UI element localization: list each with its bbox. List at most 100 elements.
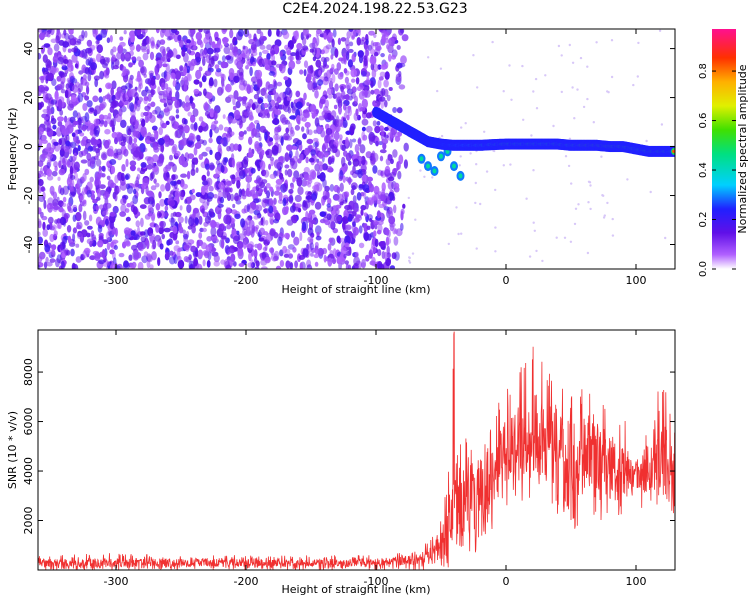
noise-blob bbox=[306, 127, 310, 135]
noise-blob bbox=[63, 145, 70, 153]
noise-blob bbox=[250, 44, 257, 51]
noise-blob bbox=[90, 137, 96, 144]
noise-blob bbox=[365, 112, 372, 119]
noise-blob bbox=[394, 228, 399, 235]
noise-blob bbox=[223, 214, 231, 225]
noise-blob bbox=[230, 131, 235, 136]
noise-dot bbox=[411, 252, 415, 255]
noise-dot bbox=[535, 249, 538, 253]
noise-blob bbox=[250, 167, 256, 174]
noise-dot bbox=[469, 152, 472, 155]
noise-blob bbox=[351, 172, 359, 178]
trace-core bbox=[672, 149, 675, 153]
noise-blob bbox=[149, 114, 156, 124]
noise-blob bbox=[52, 55, 58, 63]
noise-blob bbox=[135, 44, 141, 52]
noise-blob bbox=[47, 47, 53, 56]
noise-dot bbox=[589, 207, 592, 211]
noise-blob bbox=[288, 89, 293, 99]
noise-blob bbox=[171, 29, 178, 34]
noise-blob bbox=[156, 39, 161, 48]
noise-blob bbox=[41, 215, 48, 221]
noise-blob bbox=[386, 195, 390, 201]
noise-blob bbox=[232, 203, 236, 209]
noise-blob bbox=[141, 255, 148, 264]
noise-blob bbox=[46, 153, 54, 160]
noise-blob bbox=[94, 147, 100, 154]
noise-blob bbox=[117, 44, 124, 54]
noise-dot bbox=[440, 134, 444, 138]
noise-blob bbox=[162, 90, 168, 98]
noise-blob bbox=[79, 178, 84, 185]
noise-blob bbox=[248, 33, 252, 39]
noise-blob bbox=[232, 235, 240, 245]
noise-blob bbox=[148, 233, 156, 242]
noise-blob bbox=[147, 93, 152, 102]
branch-core bbox=[452, 163, 456, 169]
noise-blob bbox=[84, 30, 88, 38]
snr-y-axis: 2000 4000 6000 8000 bbox=[22, 358, 675, 535]
noise-blob bbox=[264, 92, 268, 99]
noise-blob bbox=[58, 160, 62, 169]
noise-blob bbox=[195, 69, 202, 80]
noise-blob bbox=[214, 36, 220, 42]
noise-blob bbox=[45, 59, 51, 69]
noise-blob bbox=[331, 38, 335, 48]
noise-blob bbox=[315, 225, 322, 235]
noise-blob bbox=[191, 213, 195, 219]
noise-blob bbox=[42, 221, 46, 231]
noise-blob bbox=[46, 204, 50, 209]
noise-blob bbox=[56, 218, 61, 224]
noise-blob bbox=[245, 243, 252, 249]
noise-blob bbox=[314, 89, 319, 99]
noise-blob bbox=[77, 177, 81, 188]
noise-blob bbox=[153, 146, 160, 153]
noise-blob bbox=[204, 216, 211, 224]
noise-blob bbox=[143, 251, 149, 257]
noise-blob bbox=[335, 92, 342, 100]
x-tick-label: 0 bbox=[503, 274, 510, 287]
noise-blob bbox=[70, 141, 77, 149]
noise-blob bbox=[205, 244, 212, 252]
noise-blob bbox=[344, 37, 350, 47]
noise-blob bbox=[86, 100, 93, 108]
noise-blob bbox=[250, 76, 258, 83]
noise-blob bbox=[295, 90, 301, 98]
noise-blob bbox=[313, 141, 319, 148]
noise-blob bbox=[115, 91, 121, 101]
noise-blob bbox=[379, 149, 387, 154]
noise-blob bbox=[204, 111, 210, 117]
noise-blob bbox=[315, 147, 321, 158]
noise-blob bbox=[230, 80, 235, 86]
noise-blob bbox=[161, 56, 166, 62]
noise-blob bbox=[253, 249, 258, 259]
noise-dot bbox=[494, 188, 497, 192]
noise-blob bbox=[226, 132, 231, 143]
noise-blob bbox=[347, 160, 352, 166]
noise-blob bbox=[62, 196, 67, 203]
noise-blob bbox=[287, 253, 294, 259]
noise-blob bbox=[386, 252, 391, 259]
noise-blob bbox=[345, 136, 349, 147]
noise-blob bbox=[400, 208, 405, 215]
noise-blob bbox=[306, 102, 310, 107]
noise-blob bbox=[84, 220, 90, 226]
noise-blob bbox=[324, 135, 331, 144]
noise-dot bbox=[658, 29, 662, 32]
noise-blob bbox=[221, 83, 225, 88]
heatmap-y-axis: -40 -20 0 20 40 bbox=[22, 42, 675, 253]
noise-blob bbox=[273, 218, 280, 224]
noise-blob bbox=[222, 36, 228, 46]
noise-blob bbox=[215, 159, 221, 166]
noise-blob bbox=[307, 174, 312, 182]
noise-blob bbox=[201, 180, 209, 186]
noise-blob bbox=[61, 157, 68, 166]
noise-blob bbox=[53, 43, 60, 52]
noise-blob bbox=[269, 229, 276, 237]
noise-blob bbox=[271, 119, 278, 125]
noise-blob bbox=[105, 82, 113, 90]
noise-blob bbox=[350, 188, 355, 196]
noise-blob bbox=[66, 124, 74, 134]
noise-blob bbox=[170, 180, 177, 186]
x-tick-label: 100 bbox=[626, 575, 647, 588]
